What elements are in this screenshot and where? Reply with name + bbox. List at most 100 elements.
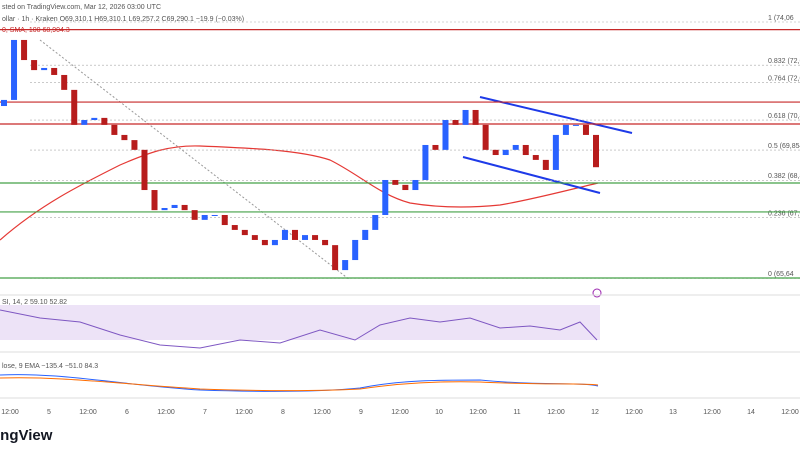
candle-body [111,124,118,135]
candle-body [91,117,98,121]
candle-body [251,235,258,240]
macd-label: lose, 9 EMA −135.4 −51.0 84.3 [2,363,98,370]
trend-dotted [39,39,351,281]
published: sted on TradingView.com, Mar 12, 2026 03… [2,4,161,11]
x-tick-label: 10 [435,409,443,416]
candle-body [291,229,298,240]
symbol-line: ollar · 1h · Kraken O69,310.1 H69,310.1 … [2,16,244,23]
candle-body [532,155,539,160]
x-tick-label: 12:00 [157,409,175,416]
candle-body [362,229,369,240]
candle-body [161,207,168,211]
candle-body [422,144,429,180]
x-tick-label: 12:00 [79,409,97,416]
rsi-label: SI, 14, 2 59.10 52.82 [2,299,67,306]
candle-body [582,124,589,135]
candle-body [231,225,238,230]
x-tick-label: 9 [359,409,363,416]
fib-label: 0.236 (67,63 [768,211,800,218]
fib-label: 0.5 (69,854 [768,143,800,150]
candle-body [171,204,178,208]
candle-body [271,239,278,246]
sma-line [0,145,599,241]
candle-body [593,134,599,168]
fib-label: 0 (65,64 [768,271,794,278]
candle-body [211,214,218,216]
x-tick-label: 6 [125,409,129,416]
candle-body [51,67,58,75]
candle-body [261,239,268,246]
candle-body [502,149,509,156]
candle-body [11,39,18,100]
x-tick-label: 12:00 [1,409,19,416]
x-tick-label: 12:00 [547,409,565,416]
candle-body [402,184,409,191]
x-tick-label: 12:00 [781,409,799,416]
fib-label: 0.618 (70,84 [768,113,800,120]
candle-body [1,99,7,107]
candle-body [392,179,399,185]
footer-logo: ingView [0,427,53,444]
candle-body [382,179,389,215]
candle-body [131,140,138,150]
candle-body [452,120,459,125]
candle-body [312,235,319,240]
x-tick-label: 11 [513,409,520,416]
rsi-line [0,309,598,349]
sma-label: 0, SMA, 100 68,904.3 [2,27,70,34]
candle-body [101,117,108,125]
candle-body [281,229,288,240]
candle-body [412,179,419,191]
x-tick-label: 14 [747,409,755,416]
candle-body [21,39,28,61]
icon [592,288,602,298]
x-tick-label: 12:00 [235,409,253,416]
x-tick-label: 8 [281,409,285,416]
x-tick-label: 12:00 [313,409,331,416]
candle-body [201,214,208,220]
signal-line [0,377,599,391]
candle-body [572,124,579,126]
candle-body [121,134,128,141]
candle-body [181,204,188,211]
candle-body [432,144,439,150]
x-tick-label: 12 [591,409,599,416]
candle-body [542,159,549,170]
x-tick-label: 12:00 [703,409,721,416]
candle-body [141,149,148,191]
candle-body [562,124,569,135]
channel-lower [462,156,601,194]
fib-label: 1 (74,06 [768,15,794,22]
rsi-band [0,305,600,340]
channel-upper [479,96,633,134]
candle-body [462,109,469,125]
candle-body [342,260,349,271]
candle-body [31,60,38,71]
candle-body [61,74,68,90]
x-tick-label: 12:00 [625,409,643,416]
candle-body [322,239,329,246]
candle-body [221,214,228,226]
candle-body [332,245,339,271]
candle-body [522,144,529,156]
x-tick-label: 5 [47,409,51,416]
x-tick-label: 12:00 [391,409,409,416]
candle-body [552,134,559,170]
candle-body [151,190,158,211]
candle-body [81,120,88,125]
fib-label: 0.764 (72,07 [768,75,800,82]
candle-body [482,124,489,150]
x-tick-label: 12:00 [469,409,487,416]
candle-body [241,229,248,236]
candle-body [512,144,519,150]
candle-body [302,235,309,240]
candle-body [442,120,449,150]
candle-body [71,89,78,125]
candle-body [41,67,48,71]
candle-body [372,214,379,230]
candle-body [191,210,198,220]
x-tick-label: 13 [669,409,677,416]
fib-label: 0.382 (68,86 [768,173,800,180]
